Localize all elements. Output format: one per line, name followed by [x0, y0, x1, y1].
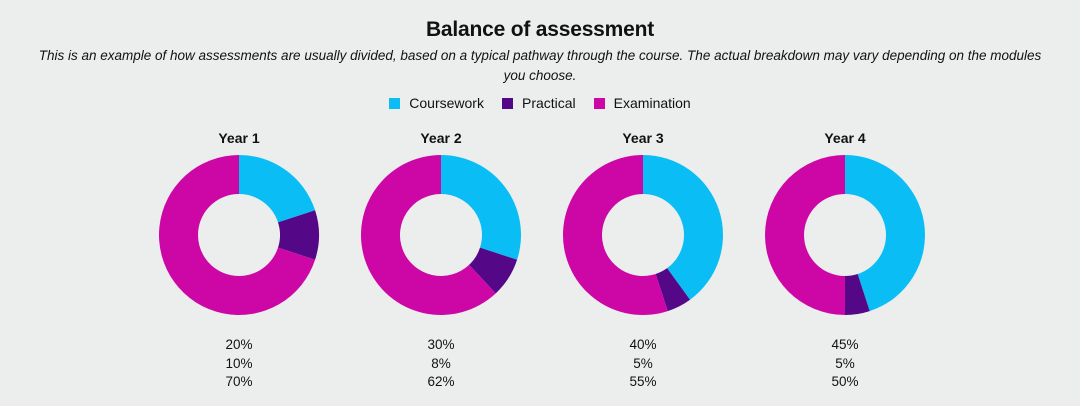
legend-label: Examination — [613, 95, 691, 111]
coursework-percent: 40% — [629, 337, 657, 352]
coursework-percent: 30% — [427, 337, 455, 352]
examination-percent: 50% — [831, 374, 859, 389]
legend: Coursework Practical Examination — [0, 95, 1080, 111]
legend-item-practical[interactable]: Practical — [501, 95, 576, 111]
year-label: Year 2 — [420, 130, 462, 146]
legend-label: Coursework — [409, 95, 484, 111]
slice-examination[interactable] — [361, 155, 496, 315]
donut-chart-year-3: Year 3 40% 5% 55% — [543, 128, 743, 392]
slice-practical[interactable] — [655, 268, 691, 312]
legend-item-coursework[interactable]: Coursework — [389, 95, 484, 111]
legend-item-examination[interactable]: Examination — [593, 95, 691, 111]
donut-svg — [765, 155, 925, 315]
slice-coursework[interactable] — [845, 155, 925, 312]
legend-swatch-coursework — [389, 97, 401, 109]
legend-swatch-examination — [593, 97, 605, 109]
slice-coursework[interactable] — [441, 155, 521, 260]
chart-subtitle: This is an example of how assessments ar… — [38, 48, 1042, 83]
legend-label: Practical — [521, 95, 576, 111]
value-list: 30% 8% 62% — [341, 336, 541, 392]
year-label: Year 3 — [622, 130, 664, 146]
donut-svg — [563, 155, 723, 315]
value-list: 45% 5% 50% — [745, 336, 945, 392]
coursework-percent: 45% — [831, 337, 859, 352]
slice-coursework[interactable] — [643, 155, 723, 300]
year-label: Year 1 — [218, 130, 260, 146]
slice-practical[interactable] — [469, 247, 518, 294]
slice-coursework[interactable] — [239, 155, 316, 223]
slice-examination[interactable] — [563, 155, 668, 315]
donut-chart-year-4: Year 4 45% 5% 50% — [745, 128, 945, 392]
slice-practical[interactable] — [845, 273, 870, 315]
value-list: 40% 5% 55% — [543, 336, 743, 392]
practical-percent: 8% — [431, 355, 451, 371]
donut-svg — [159, 155, 319, 315]
slice-practical[interactable] — [277, 210, 319, 260]
practical-percent: 5% — [835, 355, 855, 371]
examination-percent: 62% — [427, 374, 455, 389]
chart-title: Balance of assessment — [425, 18, 655, 41]
practical-percent: 5% — [633, 355, 653, 371]
donut-chart-year-2: Year 2 30% 8% 62% — [341, 128, 541, 392]
slice-examination[interactable] — [765, 155, 845, 315]
value-list: 20% 10% 70% — [139, 336, 339, 392]
practical-percent: 10% — [225, 355, 253, 371]
examination-percent: 70% — [225, 374, 253, 389]
coursework-percent: 20% — [225, 337, 253, 352]
donut-chart-year-1: Year 1 20% 10% 70% — [139, 128, 339, 392]
slice-examination[interactable] — [159, 155, 316, 315]
donut-svg — [361, 155, 521, 315]
year-label: Year 4 — [824, 130, 866, 146]
legend-swatch-practical — [501, 97, 513, 109]
examination-percent: 55% — [629, 374, 657, 389]
